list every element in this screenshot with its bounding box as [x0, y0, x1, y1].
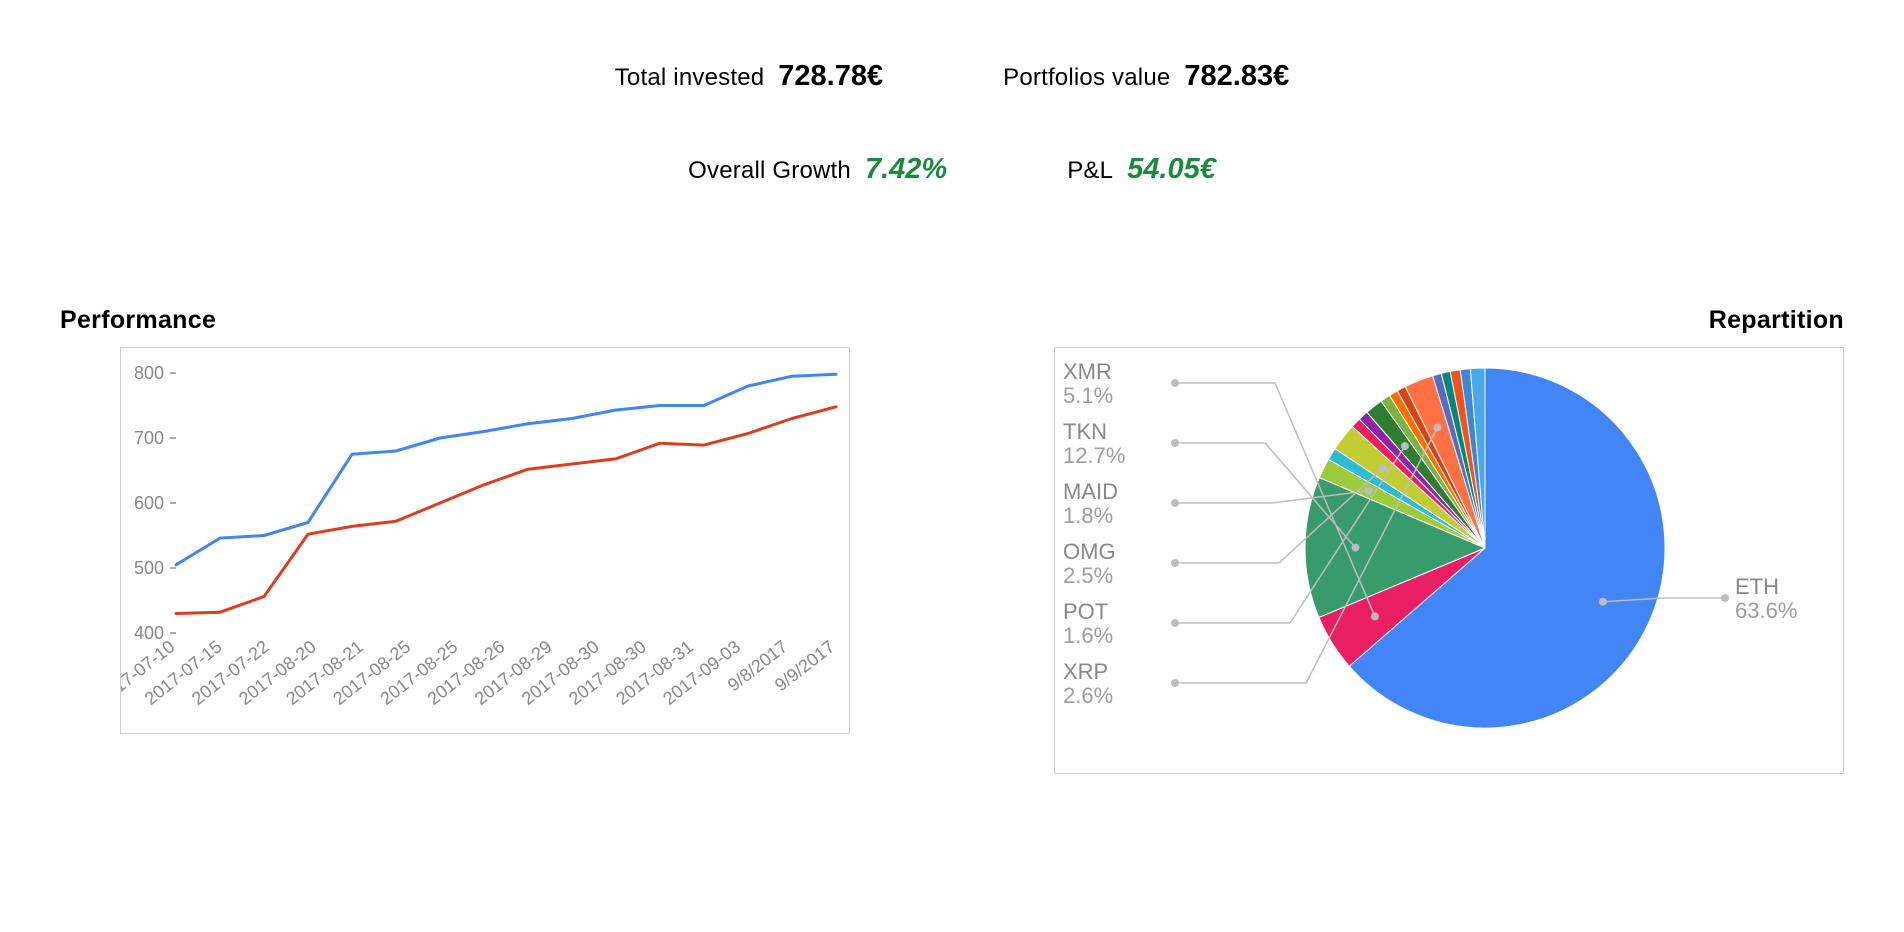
stat-portfolios-value: Portfolios value 782.83€ — [1003, 60, 1289, 93]
leader-dot — [1171, 379, 1179, 387]
pie-label-name: XMR — [1063, 359, 1112, 384]
pie-label-name: TKN — [1063, 419, 1107, 444]
pie-label-name: ETH — [1735, 574, 1779, 599]
stat-value: 728.78€ — [778, 60, 883, 93]
y-tick-label: 700 — [134, 428, 164, 448]
pie-label-pct: 1.6% — [1063, 623, 1113, 648]
pie-label-pct: 2.5% — [1063, 563, 1113, 588]
pie-label-name: MAID — [1063, 479, 1118, 504]
leader-dot — [1371, 612, 1379, 620]
stats-row-2: Overall Growth 7.42% P&L 54.05€ — [50, 153, 1854, 186]
pie-label-name: OMG — [1063, 539, 1116, 564]
stat-total-invested: Total invested 728.78€ — [615, 60, 883, 93]
leader-dot — [1433, 424, 1441, 432]
repartition-column: Repartition ETH63.6%XMR5.1%TKN12.7%MAID1… — [1054, 306, 1844, 774]
stat-overall-growth: Overall Growth 7.42% — [688, 153, 947, 186]
stat-value: 54.05€ — [1127, 153, 1216, 186]
leader-dot — [1171, 679, 1179, 687]
performance-title: Performance — [60, 306, 850, 335]
performance-svg: 4005006007008002017-07-102017-07-152017-… — [121, 348, 851, 728]
stat-label: Portfolios value — [1003, 64, 1170, 92]
stat-label: Overall Growth — [688, 157, 851, 185]
pie-label-name: POT — [1063, 599, 1108, 624]
leader-dot — [1171, 439, 1179, 447]
charts-row: Performance 4005006007008002017-07-10201… — [50, 306, 1854, 774]
stats-row-1: Total invested 728.78€ Portfolios value … — [50, 60, 1854, 93]
leader-dot — [1351, 544, 1359, 552]
pie-label-pct: 12.7% — [1063, 443, 1125, 468]
repartition-title: Repartition — [1054, 306, 1844, 335]
leader-dot — [1401, 442, 1409, 450]
stat-value: 782.83€ — [1184, 60, 1289, 93]
pie-label-pct: 2.6% — [1063, 683, 1113, 708]
y-tick-label: 500 — [134, 558, 164, 578]
performance-column: Performance 4005006007008002017-07-10201… — [60, 306, 850, 774]
repartition-svg: ETH63.6% XMR5.1% TKN12.7% MAID1.8% OMG2.5% PO… — [1055, 348, 1815, 768]
performance-chart: 4005006007008002017-07-102017-07-152017-… — [120, 347, 850, 734]
stat-value: 7.42% — [865, 153, 947, 186]
y-tick-label: 800 — [134, 363, 164, 383]
stat-pnl: P&L 54.05€ — [1067, 153, 1216, 186]
line-series-invested — [176, 407, 836, 614]
repartition-chart: ETH63.6% XMR5.1% TKN12.7% MAID1.8% OMG2.5% PO… — [1054, 347, 1844, 774]
leader-dot — [1171, 559, 1179, 567]
leader-dot — [1171, 619, 1179, 627]
y-tick-label: 600 — [134, 493, 164, 513]
pie-label-pct: 63.6% — [1735, 598, 1797, 623]
line-series-value — [176, 374, 836, 565]
y-tick-label: 400 — [134, 623, 164, 643]
stat-label: Total invested — [615, 64, 765, 92]
stat-label: P&L — [1067, 157, 1113, 185]
pie-label-pct: 1.8% — [1063, 503, 1113, 528]
leader-dot — [1721, 594, 1729, 602]
pie-label-pct: 5.1% — [1063, 383, 1113, 408]
leader-dot — [1599, 598, 1607, 606]
leader-dot — [1171, 499, 1179, 507]
leader-dot — [1379, 464, 1387, 472]
leader-dot — [1365, 487, 1373, 495]
pie-label-name: XRP — [1063, 659, 1108, 684]
